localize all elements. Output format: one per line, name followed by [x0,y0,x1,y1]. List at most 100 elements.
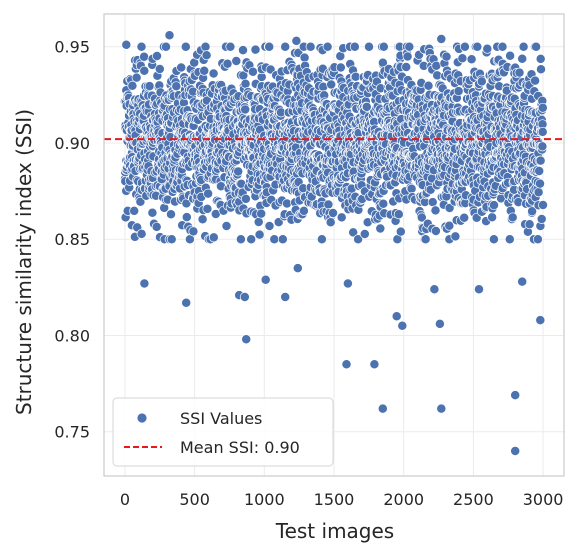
x-tick-label: 500 [179,490,210,509]
data-point [188,226,199,237]
data-point [450,231,461,242]
data-points [119,30,548,456]
data-point [250,44,261,55]
data-point [531,41,542,52]
data-point [535,315,546,326]
data-point [402,51,413,62]
data-point [427,197,438,208]
data-point [305,41,316,52]
data-point [197,214,208,225]
data-point [161,41,171,52]
data-point [530,75,541,86]
y-tick-label: 0.75 [54,423,90,442]
x-axis-label: Test images [275,519,394,543]
data-point [299,52,310,63]
data-point [420,234,431,245]
y-tick-label: 0.80 [54,326,90,345]
legend: SSI Values Mean SSI: 0.90 [112,397,334,467]
data-point [152,51,162,61]
data-point [466,54,477,65]
data-point [326,79,337,90]
data-point [233,166,244,177]
legend-marker-ssi [136,412,148,424]
data-point [510,390,521,401]
data-point [121,39,132,50]
data-point [430,226,441,236]
data-point [139,278,150,289]
data-point [240,193,251,204]
data-point [208,232,219,243]
data-point [504,234,515,245]
data-point [393,209,404,220]
data-point [298,205,309,216]
data-point [264,41,275,52]
y-axis-label: Structure similarity index (SSI) [12,109,36,415]
data-point [322,41,333,52]
data-point [164,30,175,41]
data-point [505,50,516,61]
data-point [166,209,176,220]
data-point [537,102,548,113]
data-point [316,234,327,245]
data-point [241,334,252,345]
data-point [136,41,147,52]
data-point [476,76,487,87]
data-point [434,318,445,329]
data-point [510,446,521,456]
legend-label-ssi: SSI Values [180,409,262,428]
data-point [537,126,548,137]
x-tick-label: 2000 [383,490,424,509]
y-tick-label: 0.85 [54,230,90,249]
data-point [264,221,275,231]
data-point [533,187,544,198]
data-point [238,45,248,56]
data-point [151,221,162,232]
data-point [171,81,182,92]
data-point [269,234,280,245]
data-point [535,53,546,64]
data-point [517,276,528,287]
legend-label-mean: Mean SSI: 0.90 [180,438,300,457]
data-point [401,62,412,72]
data-point [200,41,211,52]
data-point [375,223,386,234]
data-point [253,217,264,227]
data-point [181,297,192,308]
y-tick-label: 0.95 [54,38,90,57]
data-point [482,43,493,54]
data-point [507,212,518,223]
data-point [436,34,447,44]
data-point [240,104,251,115]
data-point [131,72,142,83]
data-point [328,208,338,218]
data-point [323,199,334,210]
data-point [453,86,464,97]
data-point [239,292,250,302]
data-point [535,178,545,189]
data-point [457,53,468,64]
data-point [135,196,146,207]
data-point [127,80,138,91]
data-point [199,65,210,76]
data-point [436,403,447,414]
data-point [406,183,417,194]
data-point [532,234,543,245]
data-point [536,64,546,75]
data-point [325,217,336,228]
x-tick-label: 3000 [523,490,564,509]
data-point [404,41,415,52]
data-point [534,166,545,176]
data-point [180,41,191,52]
data-point [488,234,499,245]
data-point [378,198,389,209]
data-point [129,205,140,216]
data-point [154,64,165,74]
data-point [517,53,528,64]
data-point [369,359,380,370]
data-point [144,81,155,92]
data-point [397,320,408,331]
data-point [247,66,258,77]
data-point [225,41,236,52]
data-point [497,41,508,52]
